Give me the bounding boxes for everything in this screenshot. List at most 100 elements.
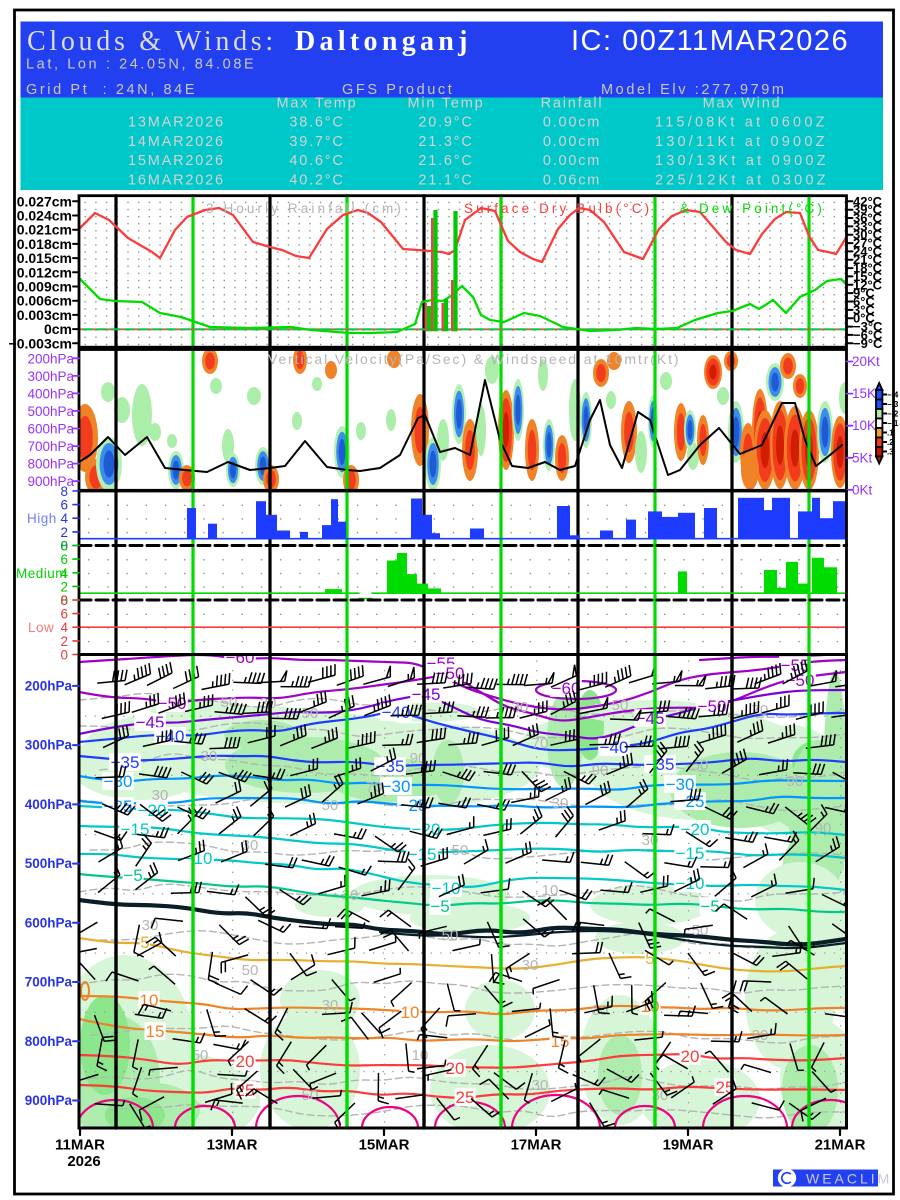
svg-text:39°C: 39°C	[853, 202, 883, 217]
svg-text:10: 10	[412, 1047, 429, 1064]
svg-text:13MAR2026: 13MAR2026	[128, 115, 225, 131]
svg-text:−40: −40	[600, 738, 629, 757]
svg-text:400hPa: 400hPa	[27, 386, 74, 401]
svg-text:0: 0	[60, 539, 68, 554]
svg-text:WEACLIM: WEACLIM	[806, 1171, 892, 1187]
svg-text:8: 8	[60, 593, 68, 608]
svg-text:6: 6	[60, 498, 68, 513]
svg-text:0.015cm: 0.015cm	[17, 250, 72, 266]
svg-text:15MAR: 15MAR	[359, 1137, 410, 1154]
svg-text:0.018cm: 0.018cm	[17, 236, 72, 252]
svg-text:GFS Product: GFS Product	[342, 82, 454, 98]
svg-text:30: 30	[142, 917, 159, 934]
svg-text:130/11Kt at 0900Z: 130/11Kt at 0900Z	[655, 134, 828, 150]
svg-text:0.012cm: 0.012cm	[17, 264, 72, 280]
svg-text:−30: −30	[104, 772, 133, 791]
svg-text:14MAR2026: 14MAR2026	[128, 134, 225, 150]
svg-text:600hPa: 600hPa	[25, 915, 73, 930]
svg-text:−25: −25	[676, 792, 705, 811]
svg-text:10: 10	[401, 1003, 420, 1022]
svg-text:20.9°C: 20.9°C	[418, 115, 473, 131]
svg-text:−35: −35	[646, 755, 675, 774]
svg-text:.2: .2	[887, 438, 894, 447]
svg-text:600hPa: 600hPa	[27, 422, 74, 437]
svg-text:30: 30	[522, 957, 539, 974]
svg-text:IC: 00Z11MAR2026: IC: 00Z11MAR2026	[571, 25, 849, 57]
svg-text:50: 50	[612, 697, 629, 714]
svg-text:4: 4	[60, 511, 68, 526]
svg-text:0.00cm: 0.00cm	[543, 115, 601, 131]
svg-text:3°C: 3°C	[853, 302, 875, 317]
svg-text:Grid Pt : 24N, 84E: Grid Pt : 24N, 84E	[26, 82, 197, 98]
svg-text:30: 30	[152, 787, 169, 804]
svg-text:−20: −20	[138, 801, 167, 820]
svg-text:−10: −10	[184, 849, 213, 868]
svg-text:24°C: 24°C	[853, 244, 883, 259]
svg-text:0.027cm: 0.027cm	[17, 193, 72, 209]
svg-text:17MAR: 17MAR	[511, 1137, 562, 1154]
svg-text:15Kt: 15Kt	[852, 386, 880, 401]
svg-text:90: 90	[592, 762, 609, 779]
svg-text:700hPa: 700hPa	[25, 975, 73, 990]
svg-text:50: 50	[452, 842, 469, 859]
svg-text:−9°C: −9°C	[853, 336, 883, 351]
svg-text:Daltonganj: Daltonganj	[295, 26, 472, 57]
svg-text:0: 0	[60, 593, 68, 608]
svg-text:30: 30	[242, 837, 259, 854]
svg-text:30: 30	[752, 1027, 769, 1044]
svg-text:40.2°C: 40.2°C	[289, 172, 344, 188]
svg-text:130/13Kt at 0900Z: 130/13Kt at 0900Z	[655, 153, 829, 169]
svg-text:20: 20	[446, 1059, 465, 1078]
svg-text:2026: 2026	[67, 1153, 100, 1170]
svg-text:21.6°C: 21.6°C	[418, 153, 473, 169]
svg-text:−30: −30	[382, 777, 411, 796]
svg-text:Low: Low	[28, 620, 54, 635]
svg-text:Min Temp: Min Temp	[408, 96, 485, 112]
svg-text:200hPa: 200hPa	[25, 678, 73, 693]
svg-text:30°C: 30°C	[853, 227, 883, 242]
svg-text:.3: .3	[887, 448, 894, 457]
svg-text:33°C: 33°C	[853, 219, 883, 234]
svg-text:Max Wind: Max Wind	[703, 96, 782, 112]
svg-text:90: 90	[787, 773, 804, 790]
svg-text:30: 30	[201, 748, 218, 765]
svg-text:50: 50	[322, 797, 339, 814]
svg-text:−50: −50	[786, 671, 815, 690]
svg-text:0°C: 0°C	[853, 311, 875, 326]
svg-text:0.006cm: 0.006cm	[17, 293, 72, 309]
svg-text:21.3°C: 21.3°C	[418, 134, 473, 150]
svg-text:6: 6	[60, 552, 68, 567]
svg-text:−5: −5	[700, 897, 719, 916]
svg-text:21MAR: 21MAR	[815, 1137, 866, 1154]
svg-text:900hPa: 900hPa	[27, 474, 74, 489]
svg-text:36°C: 36°C	[853, 211, 883, 226]
svg-text:−35: −35	[111, 753, 140, 772]
svg-text:0.00cm: 0.00cm	[543, 134, 601, 150]
svg-text:500hPa: 500hPa	[25, 856, 73, 871]
svg-text:−15: −15	[676, 844, 705, 863]
svg-text:Medium: Medium	[16, 566, 67, 581]
svg-text:−5: −5	[123, 866, 142, 885]
svg-text:Model Elv :277.979m: Model Elv :277.979m	[601, 82, 787, 98]
svg-text:−20: −20	[681, 820, 710, 839]
svg-text:−3°C: −3°C	[853, 319, 883, 334]
svg-text:4: 4	[60, 566, 68, 581]
svg-text:−0.003cm: −0.003cm	[9, 335, 72, 351]
svg-text:42°C: 42°C	[853, 194, 883, 209]
svg-text:2: 2	[60, 634, 68, 649]
svg-text:−6°C: −6°C	[853, 327, 883, 342]
svg-text:800hPa: 800hPa	[25, 1034, 73, 1049]
svg-text:15MAR2026: 15MAR2026	[128, 153, 225, 169]
svg-text:Clouds & Winds:: Clouds & Winds:	[27, 26, 277, 57]
svg-text:300hPa: 300hPa	[27, 369, 74, 384]
svg-text:3 Hourly Rainfall (cm): 3 Hourly Rainfall (cm)	[206, 201, 404, 216]
svg-text:200hPa: 200hPa	[27, 351, 74, 366]
svg-text:0.009cm: 0.009cm	[17, 279, 72, 295]
svg-text:30: 30	[532, 1077, 549, 1094]
svg-text:50: 50	[221, 694, 238, 711]
svg-text:13MAR: 13MAR	[207, 1137, 258, 1154]
svg-text:38.6°C: 38.6°C	[289, 115, 344, 131]
svg-text:30: 30	[322, 997, 339, 1014]
svg-text:40.6°C: 40.6°C	[289, 153, 344, 169]
svg-text:70: 70	[752, 702, 769, 719]
